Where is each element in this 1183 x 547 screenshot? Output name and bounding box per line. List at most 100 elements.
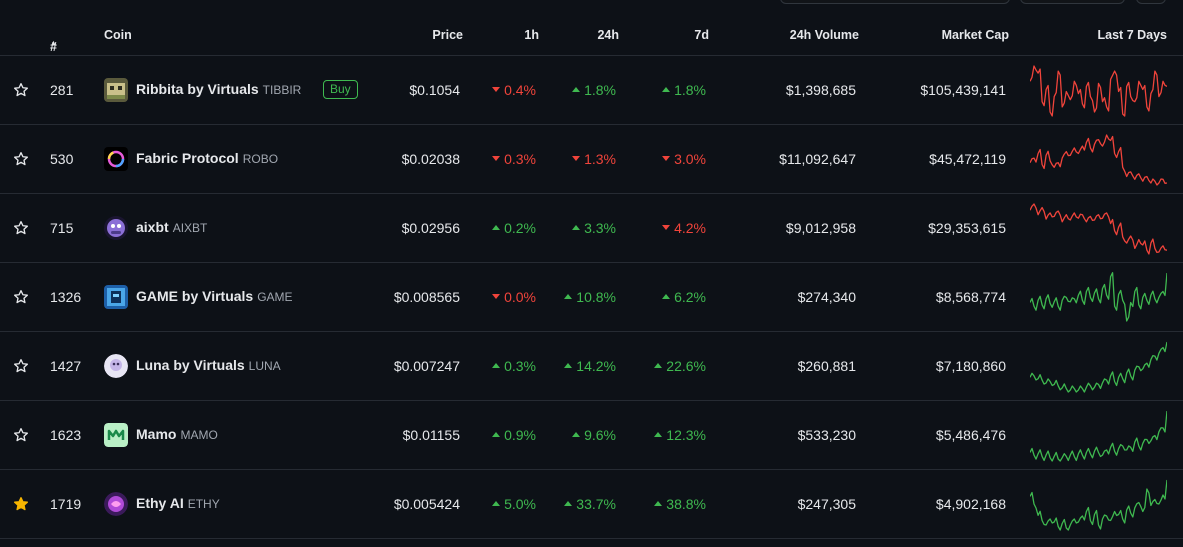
market-cap: $105,439,141	[920, 82, 1006, 98]
star-icon[interactable]	[13, 220, 29, 236]
h24-change: 10.8%	[564, 289, 616, 305]
coin-name-link[interactable]: Fabric Protocol ROBO	[136, 150, 279, 166]
star-icon[interactable]	[13, 289, 29, 305]
sparkline-chart	[1029, 476, 1168, 532]
h1-change: 0.3%	[492, 151, 536, 167]
caret-up-icon	[492, 362, 501, 368]
caret-up-icon	[492, 224, 501, 230]
caret-up-icon	[492, 431, 501, 437]
caret-down-icon	[492, 293, 501, 299]
sparkline-chart	[1029, 269, 1168, 325]
filter-button-edge[interactable]	[1020, 0, 1125, 4]
caret-down-icon	[662, 155, 671, 161]
caret-up-icon	[654, 431, 663, 437]
1h-header[interactable]: 1h	[524, 28, 539, 42]
d7-change: 3.0%	[662, 151, 706, 167]
star-icon[interactable]	[13, 496, 29, 512]
market-cap: $7,180,860	[935, 358, 1006, 374]
table-row[interactable]: 281 Ribbita by Virtuals TIBBIR Buy $0.1054 0.…	[0, 56, 1183, 125]
coin-name-link[interactable]: Luna by Virtuals LUNA	[136, 357, 281, 373]
market-cap: $45,472,119	[929, 151, 1006, 167]
sparkline-chart	[1029, 200, 1168, 256]
table-row[interactable]: 530 Fabric Protocol ROBO $0.02038 0.3% 1.3% 3.…	[0, 125, 1183, 194]
h1-change: 0.4%	[492, 82, 536, 98]
buy-button[interactable]: Buy	[323, 80, 358, 99]
h24-change: 33.7%	[564, 496, 616, 512]
star-icon[interactable]	[13, 358, 29, 374]
coin-symbol: LUNA	[248, 359, 281, 373]
table-body: 281 Ribbita by Virtuals TIBBIR Buy $0.1054 0.…	[0, 56, 1183, 539]
market-cap: $4,902,168	[935, 496, 1006, 512]
d7-change: 1.8%	[662, 82, 706, 98]
coin-symbol: GAME	[257, 290, 293, 304]
table-row[interactable]: 1326 GAME by Virtuals GAME $0.008565 0.0% 10.…	[0, 263, 1183, 332]
coin-name-link[interactable]: Ribbita by Virtuals TIBBIR	[136, 81, 302, 97]
coin-name-link[interactable]: Mamo MAMO	[136, 426, 218, 442]
price: $0.007247	[393, 358, 460, 374]
24h-header[interactable]: 24h	[597, 28, 619, 42]
rank: 715	[50, 220, 74, 236]
table-row[interactable]: 1719 Ethy AI ETHY $0.005424 5.0% 33.7% 38.8% $2…	[0, 470, 1183, 539]
caret-down-icon	[492, 86, 501, 92]
table-row[interactable]: 715 aixbt AIXBT $0.02956 0.2% 3.3% 4.2% $9,012,…	[0, 194, 1183, 263]
coin-symbol: ETHY	[187, 497, 220, 511]
d7-change: 4.2%	[662, 220, 706, 236]
rank: 530	[50, 151, 74, 167]
caret-down-icon	[572, 155, 581, 161]
search-box-edge[interactable]	[780, 0, 1010, 4]
triangle-up-icon: ▲	[50, 40, 57, 47]
coin-symbol: TIBBIR	[262, 83, 302, 97]
d7-change: 6.2%	[662, 289, 706, 305]
caret-up-icon	[662, 86, 671, 92]
caret-up-icon	[654, 362, 663, 368]
volume: $1,398,685	[785, 82, 856, 98]
h1-change: 0.9%	[492, 427, 536, 443]
h1-change: 0.2%	[492, 220, 536, 236]
star-icon[interactable]	[13, 427, 29, 443]
price: $0.02038	[401, 151, 460, 167]
d7-change: 12.3%	[654, 427, 706, 443]
settings-button-edge[interactable]	[1136, 0, 1166, 4]
sparkline-chart	[1029, 338, 1168, 394]
ethy-logo	[104, 492, 128, 516]
h24-change: 3.3%	[572, 220, 616, 236]
h1-change: 0.3%	[492, 358, 536, 374]
ribbita-logo	[104, 78, 128, 102]
rank: 1719	[50, 496, 82, 512]
caret-up-icon	[654, 500, 663, 506]
coin-symbol: ROBO	[242, 152, 279, 166]
volume: $260,881	[797, 358, 856, 374]
fabric-logo	[104, 147, 128, 171]
caret-up-icon	[572, 224, 581, 230]
h24-change: 1.8%	[572, 82, 616, 98]
rank: 281	[50, 82, 74, 98]
top-toolbar-edge	[0, 0, 1183, 8]
market-cap-header[interactable]: Market Cap	[941, 28, 1009, 42]
7d-header[interactable]: 7d	[694, 28, 709, 42]
caret-up-icon	[564, 500, 573, 506]
caret-up-icon	[572, 431, 581, 437]
coin-name-link[interactable]: Ethy AI ETHY	[136, 495, 220, 511]
star-icon[interactable]	[13, 151, 29, 167]
h24-change: 1.3%	[572, 151, 616, 167]
caret-up-icon	[492, 500, 501, 506]
price-header[interactable]: Price	[432, 28, 463, 42]
volume-header[interactable]: 24h Volume	[789, 28, 859, 42]
mamo-logo	[104, 423, 128, 447]
last-7-days-header: Last 7 Days	[1097, 28, 1167, 42]
caret-down-icon	[662, 224, 671, 230]
caret-up-icon	[572, 86, 581, 92]
coin-table: ▲ # Coin Price 1h 24h 7d 24h Volume Marke…	[0, 16, 1183, 539]
caret-up-icon	[564, 293, 573, 299]
price: $0.01155	[402, 427, 460, 443]
table-row[interactable]: 1623 Mamo MAMO $0.01155 0.9% 9.6% 12.3% $533,23…	[0, 401, 1183, 470]
caret-up-icon	[564, 362, 573, 368]
coin-symbol: MAMO	[180, 428, 218, 442]
table-row[interactable]: 1427 Luna by Virtuals LUNA $0.007247 0.3% 14.…	[0, 332, 1183, 401]
coin-header[interactable]: Coin	[104, 28, 132, 42]
coin-name-link[interactable]: GAME by Virtuals GAME	[136, 288, 293, 304]
h1-change: 0.0%	[492, 289, 536, 305]
star-icon[interactable]	[13, 82, 29, 98]
coin-name-link[interactable]: aixbt AIXBT	[136, 219, 208, 235]
market-cap: $29,353,615	[928, 220, 1006, 236]
